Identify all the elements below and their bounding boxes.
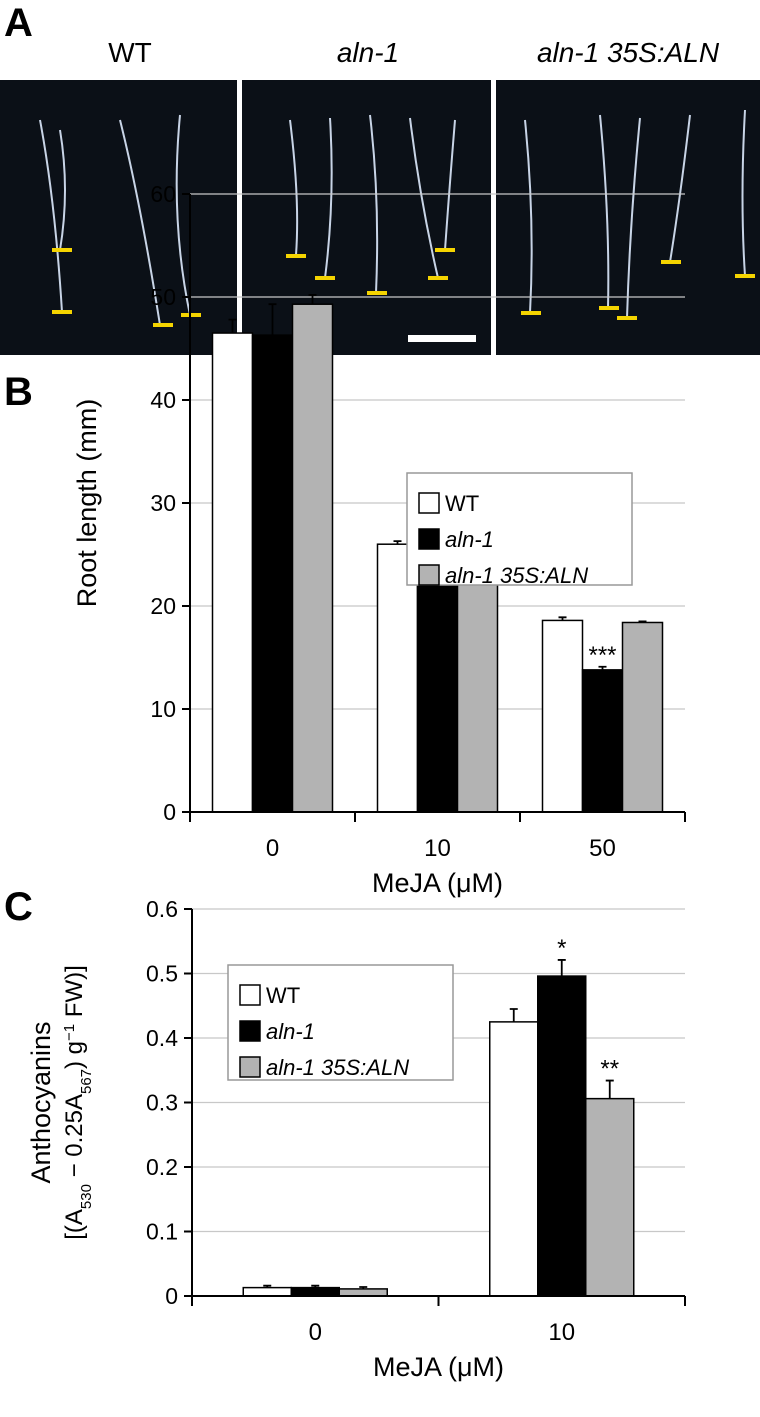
bar (537, 975, 587, 1297)
significance-label: *** (588, 642, 616, 669)
y-tick-label: 0.4 (146, 1025, 178, 1051)
photo-panels (0, 80, 760, 355)
bar (242, 1286, 292, 1297)
error-bar (308, 294, 317, 305)
y-tick-label: 40 (150, 387, 176, 413)
y-tick-label: 0.2 (146, 1154, 178, 1180)
panel-letter: C (4, 885, 33, 929)
error-bar (263, 1284, 272, 1288)
legend-swatch (418, 492, 440, 514)
error-bar (605, 1079, 614, 1099)
error-bar (509, 1008, 518, 1022)
y-tick-label: 0 (163, 799, 176, 825)
bar (338, 1288, 388, 1297)
y-axis-label: [(A530 − 0.25A567) g−1 FW)] (61, 965, 95, 1240)
legend-box (406, 472, 633, 586)
legend-label: aln-1 35S:ALN (266, 1055, 409, 1080)
error-bar (638, 620, 647, 623)
y-tick-label: 0 (165, 1283, 178, 1309)
x-tick-label: 0 (266, 835, 279, 862)
x-tick-label: 0 (309, 1319, 322, 1346)
significance-label: * (557, 935, 566, 962)
y-axis-label-part: FW)] (61, 965, 88, 1024)
bar (291, 303, 334, 813)
bar (621, 621, 664, 813)
y-axis-label-part: ) g (61, 1041, 88, 1069)
legend-label: aln-1 (266, 1019, 315, 1044)
x-tick-label: 50 (589, 835, 616, 862)
bar (541, 619, 584, 813)
y-tick-label: 0.5 (146, 961, 178, 987)
y-tick-label: 20 (150, 593, 176, 619)
legend-box (227, 964, 454, 1081)
x-axis-label: MeJA (μM) (373, 1352, 504, 1382)
bar (456, 553, 499, 813)
bar (290, 1286, 340, 1297)
y-tick-label: 10 (150, 696, 176, 722)
x-tick-label: 10 (424, 835, 451, 862)
legend-swatch (239, 1020, 261, 1042)
error-bar (359, 1286, 368, 1289)
photo (0, 80, 237, 355)
photo-caption: aln-1 (337, 37, 399, 68)
y-axis-label-part: 567 (78, 1069, 95, 1094)
y-axis-label: Anthocyanins (26, 1021, 56, 1183)
y-tick-label: 50 (150, 284, 176, 310)
photo-caption: WT (108, 37, 152, 68)
error-bar (393, 540, 402, 545)
y-tick-label: 0.3 (146, 1090, 178, 1116)
bar (376, 543, 419, 813)
bar (489, 1021, 539, 1297)
y-axis-label: Root length (mm) (72, 399, 102, 608)
significance-label: ** (600, 1056, 619, 1083)
error-bar (558, 616, 567, 621)
legend-label: WT (266, 983, 300, 1008)
photo (242, 80, 491, 355)
legend-swatch (239, 984, 261, 1006)
legend-swatch (418, 564, 440, 586)
error-bar (268, 303, 277, 336)
scale-bar (408, 335, 476, 342)
y-tick-label: 60 (150, 181, 176, 207)
panel-letter: B (4, 370, 33, 414)
x-axis-label: MeJA (μM) (372, 868, 503, 898)
legend-label: aln-1 (445, 527, 494, 552)
error-bar (557, 959, 566, 977)
legend-label: WT (445, 491, 479, 516)
bar (581, 669, 624, 813)
error-bar (228, 318, 237, 334)
y-axis-label-part: [(A (61, 1209, 88, 1240)
legend-swatch (239, 1056, 261, 1078)
photo-caption: aln-1 35S:ALN (537, 37, 720, 68)
y-axis-label-part: 530 (78, 1184, 95, 1209)
y-axis-label-part: −1 (61, 1024, 78, 1041)
bar (585, 1097, 635, 1297)
y-tick-label: 0.6 (146, 896, 178, 922)
bar (251, 334, 294, 813)
legend-label: aln-1 35S:ALN (445, 563, 588, 588)
panel-letter: A (4, 1, 33, 45)
y-axis-label-part: − 0.25A (61, 1094, 88, 1184)
legend-swatch (418, 528, 440, 550)
x-tick-label: 10 (548, 1319, 575, 1346)
error-bar (311, 1284, 320, 1288)
error-bar (598, 665, 607, 670)
bar (416, 581, 459, 813)
y-tick-label: 0.1 (146, 1219, 178, 1245)
bar (211, 332, 254, 813)
y-tick-label: 30 (150, 490, 176, 516)
